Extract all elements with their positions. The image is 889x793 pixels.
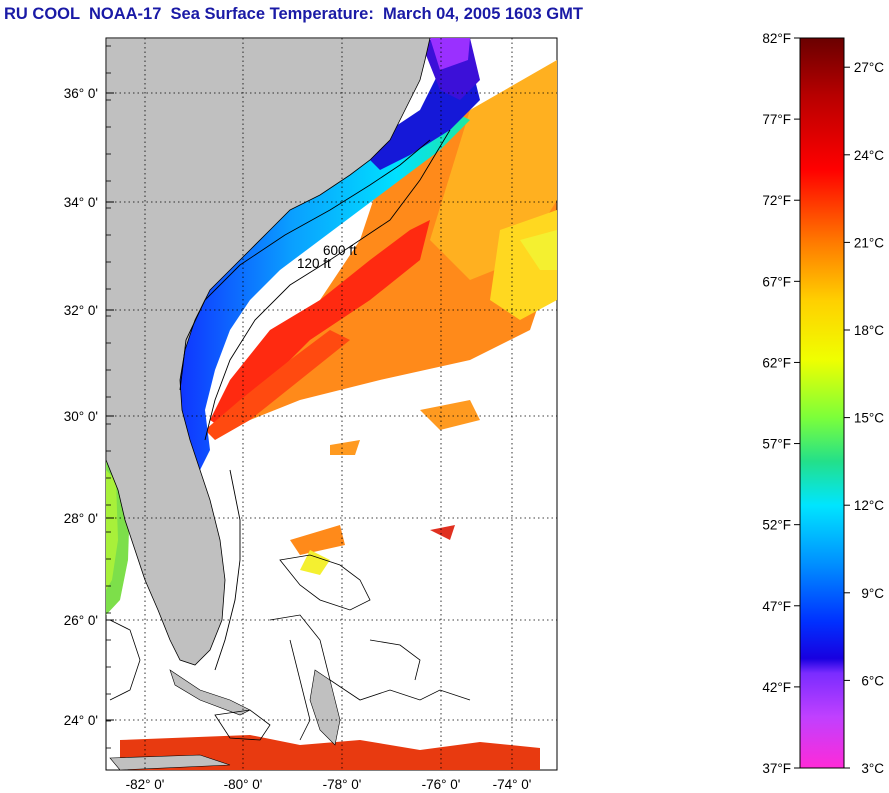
colorbar-f-label: 47°F [762,599,791,614]
contour-600ft [204,129,451,441]
longitude-label: -82° 0' [126,777,165,792]
temperature-colorbar [799,37,845,769]
latitude-labels: 36° 0' 34° 0' 32° 0' 30° 0' 28° 0' 26° 0' 24° … [64,86,98,728]
longitude-labels: -82° 0' -80° 0' -78° 0' -76° 0' -74° 0' [126,777,532,792]
colorbar-f-label: 72°F [762,193,791,208]
map-graticule [106,38,557,770]
colorbar-f-label: 37°F [762,761,791,776]
colorbar-c-label: 9°C [861,586,884,601]
colorbar-f-label: 57°F [762,437,791,452]
contour-label-120: 120 ft [297,256,331,271]
colorbar-f-label: 42°F [762,680,791,695]
colorbar-c-label: 3°C [861,761,884,776]
longitude-label: -78° 0' [323,777,362,792]
colorbar-c-label: 21°C [854,235,884,250]
latitude-label: 36° 0' [64,86,98,101]
colorbar-c-label: 24°C [854,148,884,163]
longitude-label: -80° 0' [224,777,263,792]
latitude-label: 26° 0' [64,613,98,628]
south-warm-band [120,735,540,770]
colorbar-c-label: 18°C [854,323,884,338]
colorbar-c-label: 12°C [854,498,884,513]
longitude-label: -74° 0' [493,777,532,792]
gulf-stream-core [210,220,430,430]
contour-label-600: 600 ft [323,243,357,258]
colorbar-c-label: 15°C [854,411,884,426]
colorbar-c-label: 6°C [861,673,884,688]
latitude-label: 28° 0' [64,511,98,526]
colorbar-f-label: 77°F [762,112,791,127]
map-title: RU COOL NOAA-17 Sea Surface Temperature:… [4,5,583,23]
colorbar-fahrenheit-scale: 82°F 77°F 72°F 67°F 62°F 57°F 52°F 47°F 42°F 37°F [762,31,800,776]
colorbar-f-label: 67°F [762,274,791,289]
latitude-label: 24° 0' [64,713,98,728]
colorbar-f-label: 82°F [762,31,791,46]
colorbar-f-label: 52°F [762,518,791,533]
latitude-label: 32° 0' [64,303,98,318]
cuba-land [109,754,231,770]
colorbar-f-label: 62°F [762,355,791,370]
longitude-label: -76° 0' [422,777,461,792]
latitude-label: 34° 0' [64,195,98,210]
latitude-label: 30° 0' [64,409,98,424]
colorbar-c-label: 27°C [854,60,884,75]
colorbar-celsius-scale: 27°C 24°C 21°C 18°C 15°C 12°C 9°C 6°C 3°C [844,60,884,776]
contour-120ft [179,139,431,391]
us-land-mass [106,38,431,666]
